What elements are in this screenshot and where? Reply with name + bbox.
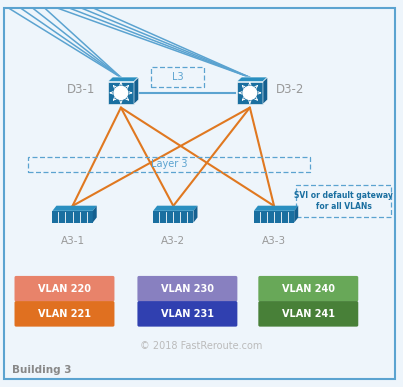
FancyBboxPatch shape (15, 276, 114, 301)
Circle shape (243, 86, 257, 99)
Polygon shape (294, 206, 298, 223)
Polygon shape (93, 206, 97, 223)
FancyBboxPatch shape (15, 301, 114, 327)
Text: A3-3: A3-3 (262, 236, 286, 246)
Circle shape (114, 86, 128, 99)
Text: A3-2: A3-2 (161, 236, 185, 246)
Text: D3-1: D3-1 (66, 82, 95, 96)
Text: L3: L3 (172, 72, 183, 82)
FancyBboxPatch shape (108, 82, 134, 104)
Text: A3-1: A3-1 (60, 236, 85, 246)
FancyBboxPatch shape (153, 211, 193, 223)
Text: VLAN 220: VLAN 220 (38, 284, 91, 294)
Text: VLAN 231: VLAN 231 (161, 309, 214, 319)
Text: VLAN 230: VLAN 230 (161, 284, 214, 294)
Text: SVI or default gateway
for all VLANs: SVI or default gateway for all VLANs (294, 191, 393, 211)
FancyBboxPatch shape (237, 82, 263, 104)
Text: Layer 3: Layer 3 (151, 159, 187, 169)
FancyBboxPatch shape (254, 211, 294, 223)
Polygon shape (254, 206, 298, 211)
Polygon shape (153, 206, 197, 211)
FancyBboxPatch shape (258, 301, 358, 327)
Polygon shape (193, 206, 197, 223)
Text: Building 3: Building 3 (12, 365, 72, 375)
FancyBboxPatch shape (258, 276, 358, 301)
FancyBboxPatch shape (137, 301, 237, 327)
Polygon shape (52, 206, 97, 211)
Text: VLAN 221: VLAN 221 (38, 309, 91, 319)
Polygon shape (263, 77, 268, 104)
FancyBboxPatch shape (137, 276, 237, 301)
Polygon shape (108, 77, 139, 82)
Polygon shape (134, 77, 139, 104)
Text: D3-2: D3-2 (276, 82, 304, 96)
Text: © 2018 FastReroute.com: © 2018 FastReroute.com (140, 341, 263, 351)
FancyBboxPatch shape (4, 8, 395, 379)
FancyBboxPatch shape (52, 211, 93, 223)
Polygon shape (237, 77, 268, 82)
Text: VLAN 241: VLAN 241 (282, 309, 335, 319)
Text: VLAN 240: VLAN 240 (282, 284, 335, 294)
